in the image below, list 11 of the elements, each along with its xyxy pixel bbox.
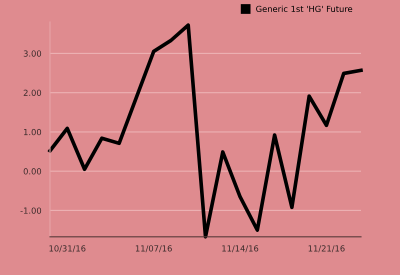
- x-tick-label: 11/14/16: [222, 245, 258, 252]
- line-series: [48, 23, 363, 239]
- y-tick-label: -1.00: [20, 207, 42, 214]
- y-tick-label: 0.00: [24, 168, 42, 174]
- legend-label: Generic 1st 'HG' Future: [256, 6, 352, 12]
- y-tick-label: 2.00: [24, 90, 42, 96]
- y-tick-label: 3.00: [24, 50, 42, 57]
- y-tick-label: 1.00: [24, 128, 42, 136]
- x-tick-label: 11/21/16: [308, 245, 345, 252]
- x-tick-label: 11/07/16: [136, 245, 172, 252]
- x-tick-label: 10/31/16: [49, 245, 86, 252]
